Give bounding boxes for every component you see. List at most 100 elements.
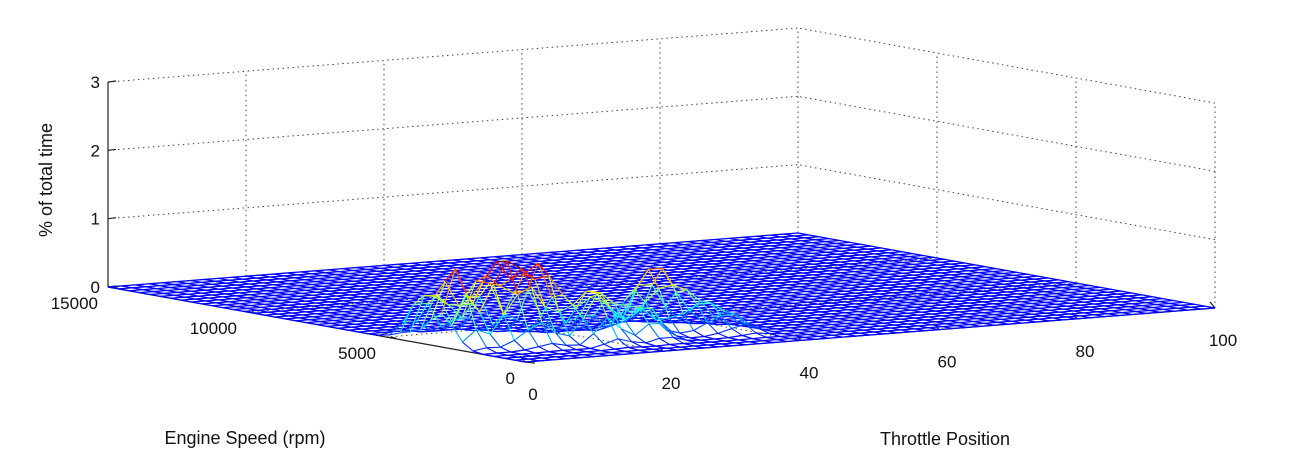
surface-edge: [506, 260, 522, 269]
surface-edge: [814, 337, 829, 340]
surface-edge: [475, 329, 488, 349]
surface-edge: [530, 286, 546, 308]
surface-edge: [520, 267, 536, 280]
surface-edge: [648, 269, 660, 289]
surface-edge: [731, 323, 746, 330]
surface-edge: [828, 336, 843, 339]
surface-edge: [665, 291, 677, 307]
surface-edge: [565, 344, 577, 351]
surface-edge: [544, 307, 557, 334]
surface-edge: [451, 293, 467, 326]
surface-edge: [472, 350, 484, 355]
surface-edge: [513, 339, 526, 351]
surface-edge: [686, 289, 701, 302]
surface-edge: [731, 328, 743, 336]
surface-edge: [673, 336, 688, 341]
surface-edge: [434, 295, 449, 306]
surface-edge: [514, 359, 526, 363]
x-tick-label: 0: [528, 385, 537, 404]
surface-edge: [593, 354, 608, 358]
surface-edge: [389, 332, 401, 336]
surface-edge: [503, 294, 519, 316]
surface-edge: [424, 294, 435, 297]
surface-edge: [410, 329, 421, 333]
surface-edge: [693, 322, 708, 331]
surface-edge: [869, 333, 884, 336]
surface-edge: [478, 296, 494, 326]
surface-edge: [482, 324, 494, 331]
surface-edge: [479, 311, 491, 335]
surface-edge: [492, 313, 504, 326]
surface-edge: [696, 304, 708, 323]
surface-edge: [679, 319, 694, 325]
surface-edge: [503, 293, 515, 315]
surface-edge: [668, 317, 681, 334]
grid-line: [797, 27, 1216, 104]
surface-edge: [596, 293, 609, 318]
surface-edge: [565, 315, 580, 324]
surface-edge: [524, 360, 539, 363]
surface-edge: [1021, 321, 1036, 324]
surface-edge: [1049, 319, 1064, 322]
surface-edge: [579, 333, 595, 346]
surface-edge: [420, 296, 436, 330]
surface-edge: [1173, 309, 1188, 312]
surface-edge: [614, 346, 629, 350]
surface-edge: [1035, 320, 1050, 323]
surface-edge: [607, 317, 619, 340]
surface-edge: [724, 310, 739, 323]
surface-edge: [454, 268, 467, 294]
surface-edge: [590, 343, 605, 349]
surface-edge: [451, 324, 463, 343]
surface-edge: [180, 299, 192, 303]
surface-edge: [607, 353, 622, 357]
surface-edge: [665, 306, 680, 321]
surface-edge: [655, 343, 670, 347]
surface-edge: [649, 350, 664, 353]
surface-edge: [682, 303, 698, 315]
surface-edge: [441, 313, 453, 326]
surface-edge: [430, 329, 445, 332]
surface-edge: [500, 346, 512, 353]
surface-edge: [472, 347, 487, 352]
surface-edge: [638, 307, 653, 310]
surface-edge: [1007, 322, 1022, 325]
surface-edge: [610, 307, 626, 321]
surface-edge: [506, 260, 519, 295]
surface-edge: [635, 351, 650, 355]
surface-edge: [755, 332, 767, 338]
surface-edge: [641, 307, 657, 321]
surface-edge: [537, 263, 553, 298]
surface-edge: [545, 306, 560, 313]
surface-edge: [589, 292, 601, 298]
surface-edge: [462, 341, 474, 352]
surface-edge: [107, 286, 119, 290]
surface-edge: [575, 290, 588, 309]
surface-edge: [787, 339, 802, 343]
surface-edge: [630, 309, 642, 322]
y-tick-label: 5000: [338, 344, 376, 363]
surface-edge: [661, 268, 674, 286]
surface-edge: [517, 294, 529, 331]
x-tick-label: 40: [800, 363, 819, 382]
z-tick-mark: [107, 217, 117, 220]
surface-edge: [392, 329, 407, 333]
surface-edge: [638, 307, 650, 325]
surface-edge: [476, 329, 491, 335]
surface-edge: [589, 296, 604, 303]
surface-edge: [669, 319, 680, 324]
y-tick-label: 15000: [51, 294, 98, 313]
surface-edge: [634, 290, 646, 303]
surface-edge: [406, 320, 418, 331]
surface-edge: [738, 322, 753, 329]
surface-edge: [718, 345, 733, 348]
surface-edge: [537, 262, 550, 277]
surface-edge: [696, 302, 711, 305]
surface-edge: [655, 317, 670, 321]
surface-edge: [662, 349, 677, 352]
surface-edge: [651, 284, 667, 307]
surface-edge: [620, 328, 633, 343]
surface-edge: [566, 357, 581, 360]
surface-edge: [634, 334, 646, 344]
surface-edge: [530, 327, 546, 334]
